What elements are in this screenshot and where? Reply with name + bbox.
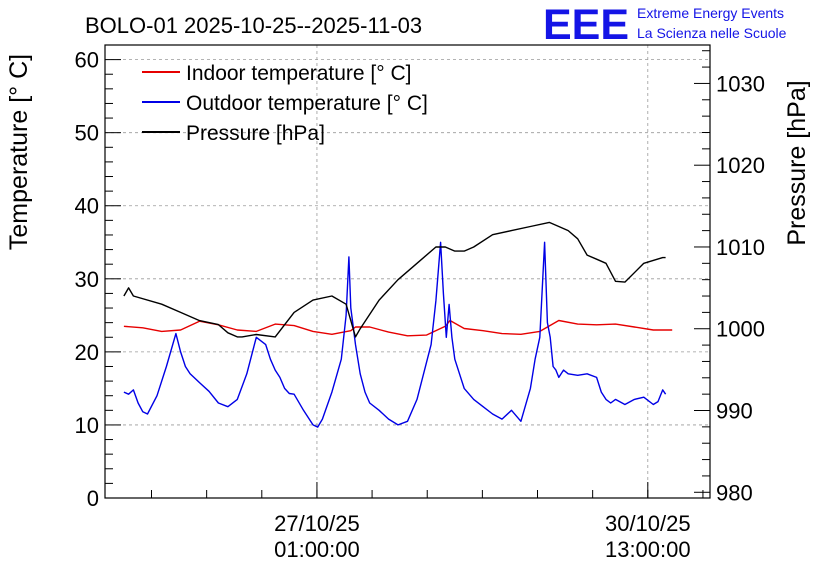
y2-tick-label-980: 980 — [716, 480, 753, 505]
series-line-2 — [123, 221, 666, 338]
logo-line1: Extreme Energy Events — [637, 5, 784, 21]
series-line-0 — [123, 319, 673, 337]
y-tick-label-60: 60 — [75, 48, 99, 73]
x-tick-label-time-1: 13:00:00 — [605, 537, 691, 562]
legend: Indoor temperature [° C] Outdoor tempera… — [142, 62, 428, 145]
series-line-1 — [123, 241, 667, 428]
y-tick-label-50: 50 — [75, 121, 99, 146]
y-tick-label-40: 40 — [75, 194, 99, 219]
y2-axis-label: Pressure [hPa] — [783, 80, 811, 245]
legend-label-pressure: Pressure [hPa] — [186, 122, 325, 145]
eee-logo: EEE Extreme Energy Events La Scienza nel… — [543, 1, 787, 49]
logo-text: EEE — [543, 1, 629, 49]
plot-frame — [104, 44, 711, 499]
grid — [105, 45, 710, 498]
y2-tick-label-1020: 1020 — [716, 153, 765, 178]
series-layer — [123, 221, 673, 428]
x-tick-label-time-0: 01:00:00 — [274, 537, 360, 562]
y-tick-label-10: 10 — [75, 413, 99, 438]
legend-label-outdoor: Outdoor temperature [° C] — [186, 92, 428, 115]
y-axis-label: Temperature [° C] — [5, 54, 33, 250]
legend-label-indoor: Indoor temperature [° C] — [186, 62, 412, 85]
axes: 0102030405060980990100010101020103027/10… — [75, 44, 765, 562]
y2-tick-label-1000: 1000 — [716, 317, 765, 342]
y-tick-label-20: 20 — [75, 340, 99, 365]
y2-tick-label-1010: 1010 — [716, 235, 765, 260]
y2-tick-label-1030: 1030 — [716, 71, 765, 96]
y-tick-label-30: 30 — [75, 267, 99, 292]
y2-tick-label-990: 990 — [716, 399, 753, 424]
chart-title: BOLO-01 2025-10-25--2025-11-03 — [85, 13, 422, 38]
x-tick-label-date-1: 30/10/25 — [605, 511, 691, 536]
y-tick-label-0: 0 — [87, 486, 99, 511]
x-tick-label-date-0: 27/10/25 — [274, 511, 360, 536]
logo-line2: La Scienza nelle Scuole — [637, 25, 787, 41]
